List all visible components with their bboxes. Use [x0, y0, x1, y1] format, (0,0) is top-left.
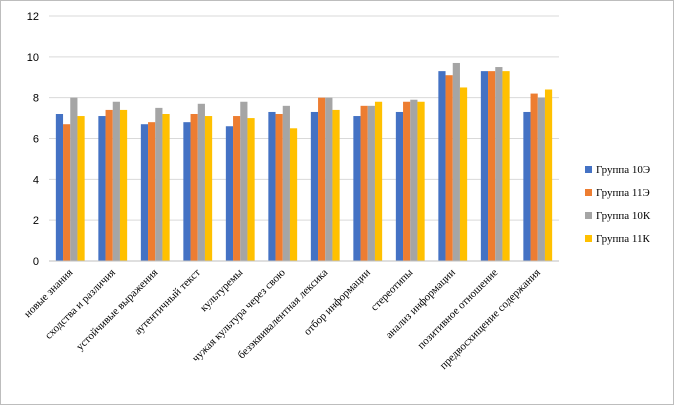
bars [55, 62, 553, 262]
bar-2-6 [275, 114, 283, 261]
legend-swatch-2 [585, 189, 592, 196]
bar-3-3 [155, 107, 163, 262]
bar-2-12 [530, 93, 538, 261]
bar-3-6 [282, 105, 290, 261]
legend-swatch-1 [585, 166, 592, 173]
bar-3-11 [495, 67, 503, 261]
bar-1-9 [395, 111, 404, 262]
bar-1-6 [268, 111, 276, 262]
bar-2-11 [488, 71, 496, 262]
bar-1-8 [353, 116, 361, 261]
bar-4-4 [204, 116, 213, 261]
bar-1-3 [140, 124, 149, 262]
bar-2-10 [445, 75, 453, 262]
bar-1-12 [523, 111, 531, 262]
y-tick-label: 4 [33, 174, 39, 186]
bar-2-8 [360, 105, 368, 261]
bar-1-4 [183, 122, 191, 261]
bar-4-7 [332, 109, 340, 261]
bar-3-9 [410, 99, 418, 262]
bar-2-7 [318, 97, 326, 261]
bar-3-10 [452, 62, 460, 262]
x-category-label: позитивное отношение [415, 267, 500, 352]
bar-3-5 [240, 101, 248, 261]
bar-4-12 [544, 89, 553, 261]
y-tick-label: 8 [33, 93, 39, 105]
bar-1-10 [438, 71, 446, 262]
legend-swatch-3 [585, 212, 592, 219]
bar-2-5 [233, 116, 241, 261]
bar-4-2 [119, 109, 128, 261]
bar-1-7 [310, 111, 319, 262]
bar-2-1 [63, 124, 71, 262]
legend-label-3: Группа 10К [596, 210, 651, 222]
bar-3-4 [197, 103, 205, 261]
legend-label-1: Группа 10Э [596, 164, 650, 176]
legend: Группа 10Э Группа 11Э Группа 10К Группа 11К [585, 164, 651, 245]
bar-1-11 [480, 71, 489, 262]
legend-label-4: Группа 11К [596, 233, 651, 245]
bar-3-12 [537, 97, 545, 261]
bar-4-10 [459, 87, 468, 262]
y-tick-label: 10 [27, 52, 39, 64]
bar-2-4 [190, 114, 198, 261]
bar-2-9 [403, 101, 411, 261]
bar-4-8 [374, 101, 383, 261]
y-tick-label: 0 [33, 256, 39, 268]
x-category-label: устойчивые выражения [74, 267, 160, 353]
bar-2-2 [105, 109, 113, 261]
bar-4-9 [417, 101, 425, 261]
legend-swatch-4 [585, 235, 592, 242]
gridlines [49, 15, 559, 221]
bar-3-1 [70, 97, 78, 261]
y-axis-ticks: 0 2 4 6 8 10 12 [27, 11, 39, 268]
bar-3-8 [367, 105, 375, 261]
bar-1-5 [225, 126, 234, 261]
bar-4-1 [77, 116, 85, 261]
y-tick-label: 12 [27, 11, 39, 23]
bar-1-2 [98, 116, 106, 261]
x-category-label: сходства и различия [43, 267, 118, 342]
bar-3-2 [112, 101, 120, 261]
bar-4-11 [502, 71, 510, 262]
bar-4-5 [247, 118, 255, 261]
bar-1-1 [55, 114, 64, 261]
bar-2-3 [148, 122, 156, 261]
y-tick-label: 6 [33, 134, 39, 146]
bar-4-6 [289, 128, 298, 261]
bar-4-3 [162, 114, 170, 261]
y-tick-label: 2 [33, 215, 39, 227]
legend-label-2: Группа 11Э [596, 187, 650, 199]
bar-3-7 [325, 97, 333, 261]
